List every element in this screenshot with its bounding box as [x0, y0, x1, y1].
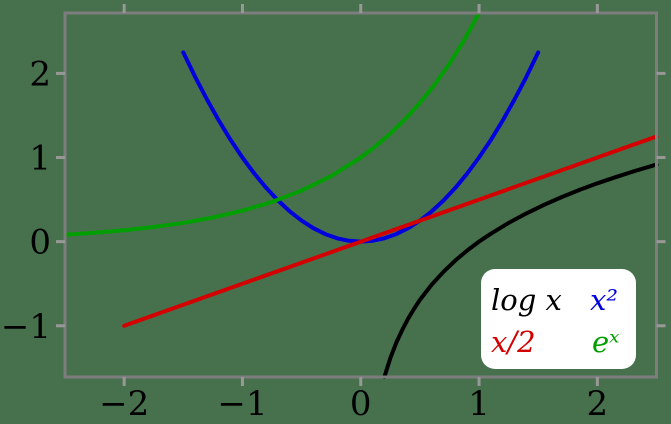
legend-entry-xhalf: x/2: [491, 325, 536, 359]
x-tick-label: −2: [99, 384, 149, 424]
legend-entry-xsquared: x²: [590, 283, 618, 317]
y-tick-label: −1: [1, 307, 51, 347]
y-tick-label: 2: [29, 54, 51, 94]
y-tick-label: 0: [29, 223, 51, 263]
curves-group: [63, 11, 659, 379]
x-tick-label: 0: [350, 384, 372, 424]
curve-x2: [122, 134, 659, 328]
ticks-group: [56, 4, 666, 386]
x-tick-label: 1: [468, 384, 490, 424]
legend-entry-logx: log x: [491, 283, 562, 317]
legend-box: [481, 269, 636, 369]
curve-e: [63, 11, 481, 237]
curve-logx: [382, 162, 659, 379]
tick-labels-group: −2 −1 0 1 2 −1 0 1 2: [1, 54, 608, 424]
legend: log x x² x/2 eˣ: [481, 269, 636, 369]
x-tick-label: 2: [587, 384, 609, 424]
legend-entry-expx: eˣ: [592, 325, 620, 359]
y-tick-label: 1: [29, 139, 51, 179]
x-tick-label: −1: [217, 384, 267, 424]
